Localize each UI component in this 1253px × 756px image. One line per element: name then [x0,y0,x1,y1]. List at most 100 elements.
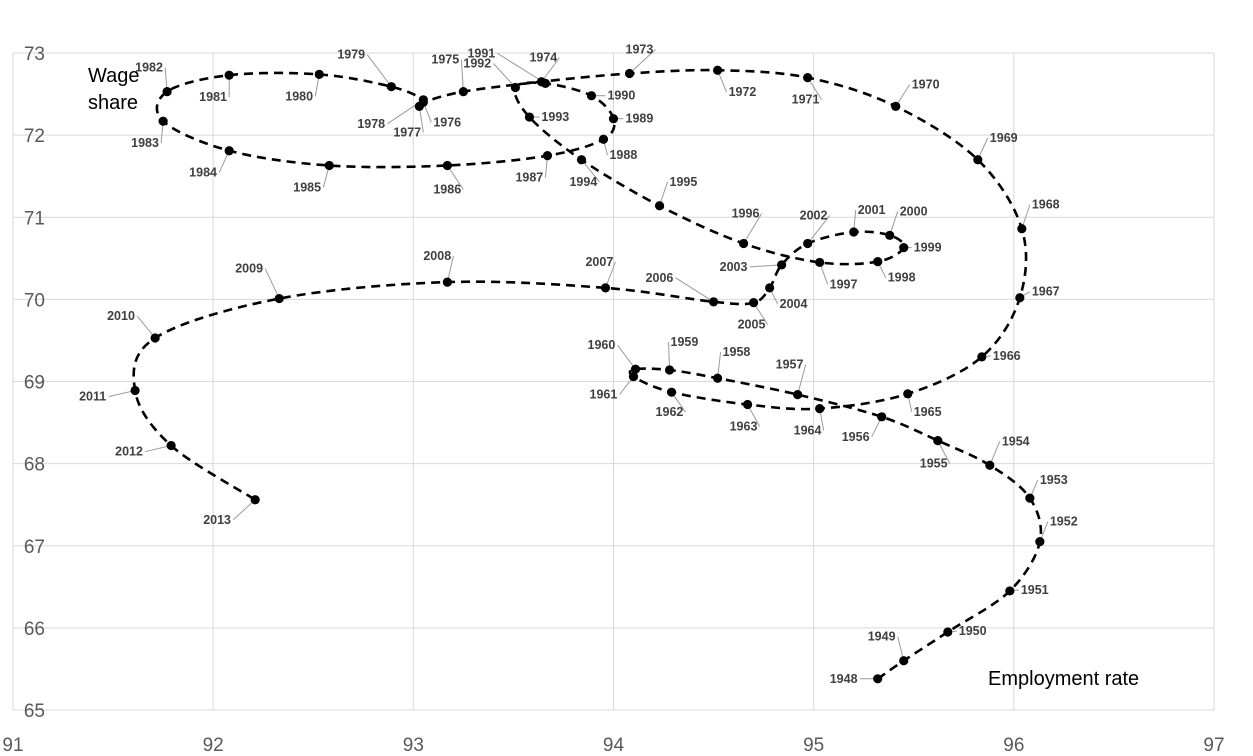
label-leader-1973 [629,49,656,74]
data-label-1956: 1956 [842,430,870,444]
y-tick-label: 65 [24,701,45,722]
data-point-1967 [1015,293,1025,303]
data-point-1983 [158,116,168,126]
label-leader-1991 [497,52,546,84]
y-tick-label: 72 [24,126,45,147]
label-leader-2002 [807,215,831,244]
data-point-1966 [977,352,987,362]
data-label-2005: 2005 [738,318,766,332]
data-label-1995: 1995 [670,175,698,189]
data-label-1949: 1949 [868,630,896,644]
data-label-2010: 2010 [107,309,135,323]
data-label-1977: 1977 [393,125,421,139]
data-point-1959 [664,365,675,375]
data-point-1972 [712,65,723,75]
data-label-1997: 1997 [830,277,858,291]
x-axis-title: Employment rate [988,668,1139,690]
data-point-2004 [765,283,775,293]
data-point-1957 [793,390,803,400]
label-leader-2013 [232,499,256,521]
data-label-1955: 1955 [920,457,948,471]
data-point-1985 [324,160,334,171]
data-point-1950 [943,627,953,637]
data-point-1960 [630,364,641,374]
label-leader-1960 [617,344,636,370]
data-label-1990: 1990 [607,89,635,103]
data-point-1988 [598,134,609,144]
data-label-1969: 1969 [990,131,1018,145]
data-point-1994 [576,155,587,165]
data-point-1978 [418,95,428,105]
data-point-1955 [933,436,943,446]
data-point-2005 [749,298,759,308]
data-label-1960: 1960 [588,338,616,352]
data-point-2012 [166,440,176,451]
data-label-2002: 2002 [800,209,828,223]
data-point-1965 [903,389,913,399]
data-label-1979: 1979 [337,48,365,62]
label-leader-1996 [743,213,763,244]
data-label-1985: 1985 [293,181,321,195]
x-tick-label: 94 [603,735,625,756]
data-point-layer [130,65,1045,684]
data-point-2010 [150,333,160,343]
series-dashed-line [132,68,1043,680]
data-label-1980: 1980 [285,89,313,103]
y-tick-label: 73 [24,44,45,65]
data-label-1986: 1986 [433,183,461,197]
data-point-1973 [624,68,635,79]
data-point-1970 [891,101,901,111]
data-point-2006 [708,297,719,307]
data-point-1956 [877,412,887,422]
label-leader-1957 [797,364,807,395]
data-label-1961: 1961 [590,388,618,402]
data-label-1964: 1964 [794,424,822,438]
data-point-1991 [540,78,551,88]
y-tick-label: 66 [24,619,45,640]
data-label-2007: 2007 [585,255,613,269]
grid-layer [12,52,1215,711]
data-point-1989 [608,114,619,124]
data-label-2008: 2008 [423,249,451,263]
data-point-1990 [586,91,597,101]
label-leader-2009 [264,268,280,299]
data-point-2013 [250,495,260,505]
data-label-1963: 1963 [730,419,758,433]
data-point-2002 [803,238,813,249]
data-label-1958: 1958 [723,345,751,359]
data-label-2012: 2012 [115,445,143,459]
data-label-1965: 1965 [914,405,942,419]
data-label-1996: 1996 [732,207,760,221]
data-label-1968: 1968 [1032,198,1060,212]
y-tick-label: 67 [24,537,45,558]
y-tick-label: 69 [24,373,45,394]
y-tick-label: 71 [24,208,45,229]
data-label-1959: 1959 [671,335,699,349]
data-label-1951: 1951 [1021,583,1049,597]
data-label-1966: 1966 [993,349,1021,363]
data-point-1987 [542,151,553,161]
data-label-1987: 1987 [515,171,543,185]
data-label-1976: 1976 [433,115,461,129]
data-label-1978: 1978 [357,117,385,131]
y-axis-title-line2: share [88,92,138,114]
data-label-1953: 1953 [1040,473,1068,487]
data-label-1974: 1974 [529,51,557,65]
data-label-1962: 1962 [656,405,684,419]
label-leader-2010 [136,315,156,339]
label-leader-2007 [605,261,616,289]
data-label-1999: 1999 [914,241,942,255]
data-point-1980 [314,69,324,79]
tick-label-layer: 91 92 93 94 95 96 97 65 66 67 68 69 70 71 72 73 [2,44,1224,756]
data-label-1993: 1993 [541,110,569,124]
data-label-2001: 2001 [858,203,886,217]
data-point-1998 [873,256,883,267]
y-axis-title-line1: Wage [88,65,140,87]
data-label-2011: 2011 [79,390,106,404]
data-point-1968 [1017,224,1027,234]
data-label-2009: 2009 [235,262,263,276]
label-leader-1974 [541,57,560,83]
data-point-1962 [666,387,677,397]
